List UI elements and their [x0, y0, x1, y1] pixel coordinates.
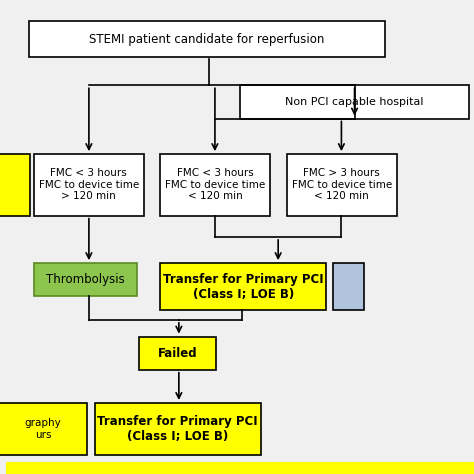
Text: Transfer for Primary PCI
(Class I; LOE B): Transfer for Primary PCI (Class I; LOE B…	[163, 273, 324, 301]
FancyBboxPatch shape	[34, 154, 144, 216]
Text: Failed: Failed	[158, 346, 198, 360]
FancyBboxPatch shape	[240, 85, 469, 118]
FancyBboxPatch shape	[29, 21, 385, 57]
Text: Thrombolysis: Thrombolysis	[46, 273, 125, 286]
FancyBboxPatch shape	[287, 154, 397, 216]
FancyBboxPatch shape	[160, 263, 327, 310]
Text: FMC < 3 hours
FMC to device time
> 120 min: FMC < 3 hours FMC to device time > 120 m…	[38, 168, 139, 201]
FancyBboxPatch shape	[94, 403, 261, 455]
FancyBboxPatch shape	[34, 263, 137, 296]
FancyBboxPatch shape	[6, 462, 474, 474]
Text: FMC > 3 hours
FMC to device time
< 120 min: FMC > 3 hours FMC to device time < 120 m…	[292, 168, 392, 201]
FancyBboxPatch shape	[333, 263, 364, 310]
FancyBboxPatch shape	[139, 337, 216, 370]
Text: Non PCI capable hospital: Non PCI capable hospital	[285, 97, 424, 107]
FancyBboxPatch shape	[0, 154, 30, 216]
FancyBboxPatch shape	[160, 154, 270, 216]
FancyBboxPatch shape	[0, 403, 88, 455]
Text: Transfer for Primary PCI
(Class I; LOE B): Transfer for Primary PCI (Class I; LOE B…	[97, 415, 258, 443]
Text: graphy
urs: graphy urs	[25, 418, 61, 440]
Text: STEMI patient candidate for reperfusion: STEMI patient candidate for reperfusion	[89, 33, 325, 46]
Text: FMC < 3 hours
FMC to device time
< 120 min: FMC < 3 hours FMC to device time < 120 m…	[165, 168, 265, 201]
